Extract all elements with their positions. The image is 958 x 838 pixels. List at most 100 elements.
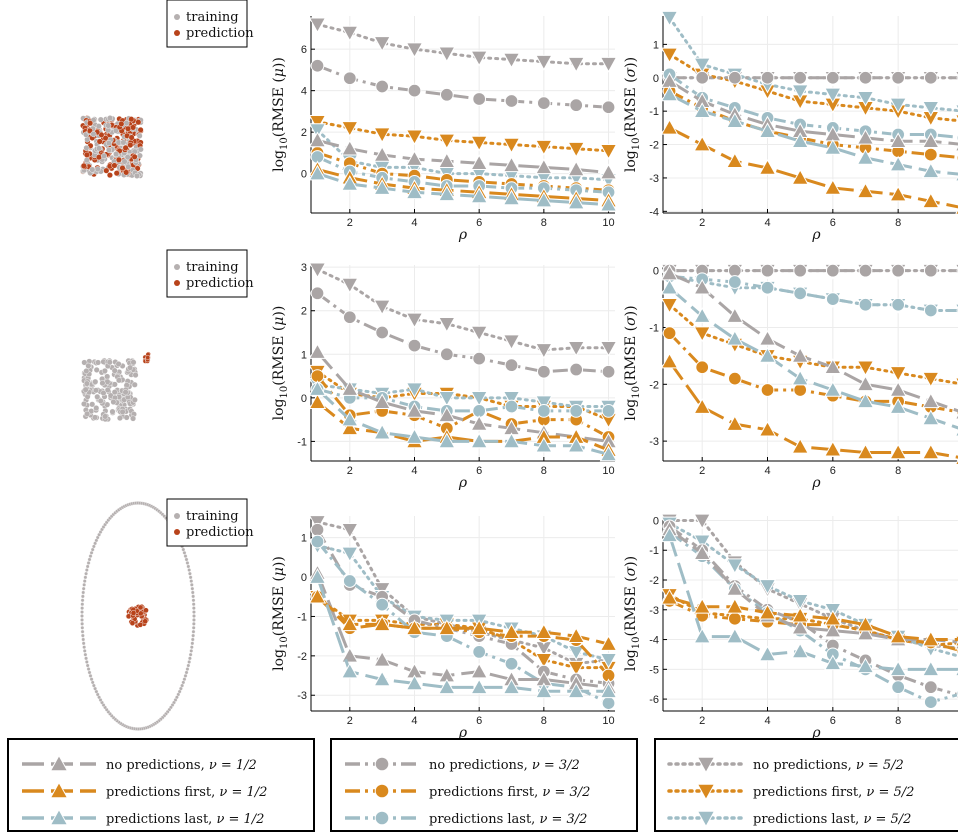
- prediction-point: [123, 169, 130, 176]
- training-point: [85, 362, 92, 369]
- training-point: [125, 163, 132, 170]
- series-line: [315, 520, 611, 666]
- x-tick-label: 2: [699, 217, 705, 229]
- data-point: [954, 643, 958, 650]
- data-point: [310, 286, 325, 301]
- training-point: [90, 131, 97, 138]
- y-tick-label: -5: [649, 664, 659, 676]
- data-point: [791, 84, 809, 101]
- data-point: [439, 87, 454, 102]
- training-point: [101, 367, 108, 374]
- x-tick-label: 8: [895, 465, 901, 477]
- y-axis-label: log10(RMSE (σ)): [623, 556, 642, 671]
- data-point: [438, 317, 456, 333]
- series-line: [316, 388, 609, 456]
- training-point: [131, 396, 138, 403]
- y-tick-label: -3: [649, 436, 659, 448]
- training-point: [192, 606, 196, 610]
- series-legend-2: no predictions, ν = 3/2 predictions first…: [330, 738, 638, 832]
- data-point: [660, 297, 679, 314]
- data-point: [922, 132, 940, 149]
- data-point: [693, 102, 711, 118]
- series-line: [317, 138, 609, 175]
- data-point: [858, 70, 873, 85]
- data-point: [856, 615, 875, 632]
- data-point: [405, 129, 424, 146]
- series-line: [668, 599, 958, 652]
- data-point: [660, 278, 679, 295]
- training-point: [89, 550, 94, 555]
- x-tick-label: 6: [476, 217, 482, 229]
- data-point: [824, 440, 842, 457]
- data-point: [824, 381, 842, 397]
- data-point: [791, 369, 809, 386]
- legend-prediction-marker: [174, 529, 180, 535]
- legend-box: [166, 498, 248, 547]
- x-tick-label: 10: [602, 715, 614, 727]
- y-tick-label: 2: [301, 306, 307, 318]
- training-point: [88, 554, 93, 558]
- data-point: [373, 179, 391, 195]
- training-point: [184, 670, 189, 675]
- data-point: [856, 392, 875, 409]
- data-point: [341, 546, 359, 563]
- training-point: [91, 414, 98, 421]
- x-tick-label: 8: [895, 715, 901, 727]
- data-point: [601, 364, 616, 379]
- data-point: [726, 627, 744, 644]
- training-point: [89, 677, 94, 682]
- legend-label: predictions first, ν = 5/2: [753, 785, 914, 800]
- data-point: [791, 606, 809, 623]
- series-line: [668, 16, 958, 113]
- y-tick-label: -2: [649, 379, 659, 391]
- legend-label: predictions first, ν = 1/2: [106, 785, 267, 800]
- training-point: [106, 359, 113, 366]
- training-point: [183, 554, 188, 558]
- data-point: [954, 635, 958, 642]
- training-point: [115, 361, 122, 368]
- data-point: [470, 678, 488, 695]
- prediction-point: [143, 607, 149, 614]
- data-point: [341, 139, 359, 156]
- data-point: [470, 154, 488, 171]
- training-point: [191, 602, 196, 607]
- data-point: [922, 101, 940, 117]
- data-point: [373, 423, 391, 440]
- training-point: [83, 157, 90, 164]
- data-point: [923, 695, 938, 709]
- training-point: [95, 123, 102, 130]
- data-point: [535, 436, 553, 453]
- data-point: [308, 164, 327, 181]
- data-point: [535, 623, 553, 640]
- data-point: [693, 398, 711, 414]
- data-point: [760, 280, 775, 295]
- data-point: [504, 399, 519, 414]
- training-point: [80, 610, 84, 614]
- data-point: [601, 404, 616, 418]
- training-point: [81, 590, 86, 595]
- x-axis-label: ρ: [458, 475, 468, 491]
- data-point: [470, 187, 488, 204]
- data-point: [923, 70, 938, 85]
- x-tick-label: 4: [411, 217, 417, 229]
- series-line: [668, 272, 958, 413]
- training-point: [185, 667, 190, 671]
- y-tick-label: -3: [649, 173, 659, 185]
- prediction-point: [137, 126, 144, 133]
- training-point: [121, 158, 128, 165]
- data-point: [726, 152, 744, 169]
- data-point: [954, 413, 958, 420]
- legend-marker: [374, 783, 390, 799]
- data-point: [891, 297, 906, 312]
- training-point: [96, 145, 103, 152]
- prediction-point: [87, 120, 94, 127]
- data-point: [405, 150, 424, 166]
- data-point: [536, 404, 551, 418]
- data-point: [954, 670, 958, 677]
- data-point: [502, 678, 521, 695]
- data-point: [922, 392, 940, 409]
- data-point: [504, 656, 519, 671]
